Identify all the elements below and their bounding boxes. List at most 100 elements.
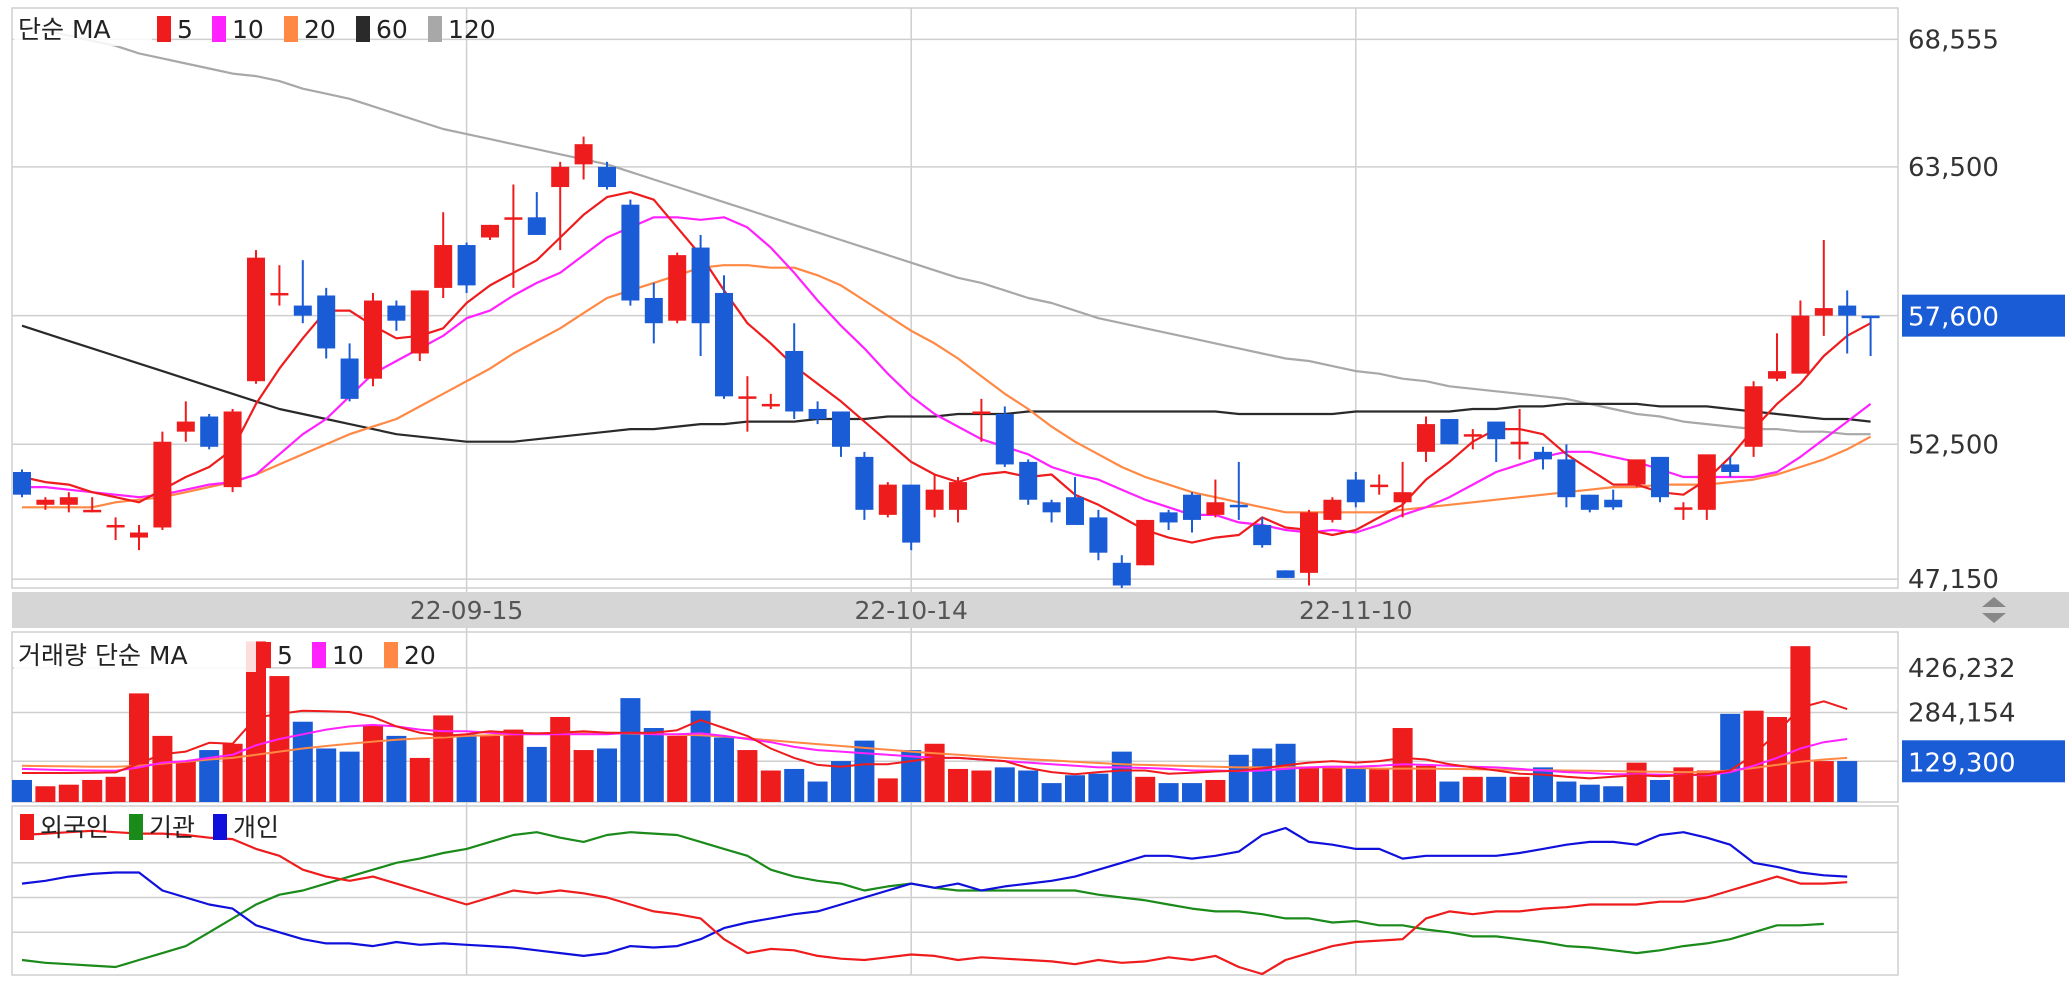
legend-swatch — [212, 16, 226, 42]
candle — [598, 161, 616, 190]
volume-bar — [1299, 767, 1319, 802]
volume-ma5-line — [22, 700, 1848, 780]
candle — [1674, 502, 1693, 520]
investor-legend-item[interactable]: 외국인 — [20, 813, 109, 842]
candle — [1838, 290, 1857, 354]
ma120-line — [21, 24, 1871, 436]
volume-bar — [433, 715, 454, 802]
legend-swatch — [384, 642, 398, 668]
volume-bar — [1088, 773, 1109, 802]
candle — [1463, 429, 1482, 450]
legend-item[interactable]: 60 — [356, 15, 408, 44]
volume-bar — [339, 751, 360, 802]
candle — [527, 192, 546, 235]
legend-swatch — [284, 16, 298, 42]
legend-item[interactable]: 5 — [257, 641, 293, 670]
date-axis-band — [12, 592, 2069, 628]
candle — [1346, 472, 1365, 508]
candle — [1557, 444, 1576, 508]
volume-bar — [1579, 784, 1600, 802]
volume-bar — [1486, 776, 1507, 802]
volume-bar — [409, 757, 430, 802]
volume-bar — [737, 750, 758, 802]
legend-swatch — [356, 16, 370, 42]
candle — [481, 224, 499, 240]
candle — [1510, 408, 1529, 460]
price-axis-label: 63,500 — [1908, 153, 1999, 183]
volume-bar — [597, 748, 617, 802]
volume-bar — [35, 786, 56, 802]
volume-bar — [831, 761, 851, 802]
legend-item[interactable]: 10 — [212, 15, 264, 44]
candle — [832, 411, 850, 457]
investor-legend-item[interactable]: 기관 — [129, 813, 195, 842]
legend-swatch — [428, 16, 442, 42]
volume-bar — [573, 750, 594, 802]
candle — [1159, 509, 1178, 530]
foreign-line — [21, 829, 1848, 976]
legend-item[interactable]: 20 — [284, 15, 336, 44]
volume-bar — [1252, 748, 1273, 802]
legend-swatch — [257, 642, 271, 668]
legend-swatch — [213, 814, 227, 840]
candle — [925, 474, 944, 518]
volume-bar — [807, 781, 828, 802]
ma10-line — [22, 216, 1872, 534]
volume-bar — [129, 693, 149, 802]
candle — [1206, 479, 1225, 518]
candle — [1791, 300, 1810, 374]
volume-bar — [1650, 779, 1670, 802]
volume-bar — [1369, 768, 1390, 802]
current-price-label: 57,600 — [1908, 303, 1999, 333]
volume-bar — [948, 768, 968, 802]
candle — [1744, 381, 1763, 457]
volume-bar — [620, 698, 641, 802]
candle — [1534, 446, 1552, 470]
legend-swatch — [20, 814, 34, 840]
legend-label: 외국인 — [40, 813, 109, 842]
investor-legend-item[interactable]: 개인 — [213, 813, 279, 842]
volume-bar — [82, 779, 103, 802]
candle — [457, 242, 476, 293]
volume-bar — [1462, 776, 1483, 802]
legend-label: 5 — [177, 15, 193, 44]
candle — [1861, 315, 1880, 356]
current-volume-label: 129,300 — [1908, 748, 2016, 778]
resize-handle[interactable] — [1982, 597, 2006, 623]
candle — [293, 260, 312, 324]
volume-bar — [1416, 765, 1436, 802]
volume-bar — [456, 734, 477, 802]
legend-item[interactable]: 5 — [157, 15, 193, 44]
candle — [1136, 519, 1155, 566]
candle — [715, 275, 733, 399]
candle — [551, 161, 570, 251]
legend-label: 기관 — [149, 813, 195, 842]
candle — [1370, 474, 1389, 495]
volume-bar — [784, 768, 805, 802]
legend-label: 개인 — [233, 813, 279, 842]
candle — [1440, 419, 1459, 445]
legend-title: 단순 MA — [18, 15, 111, 44]
volume-bar — [760, 770, 781, 802]
volume-bar — [1018, 770, 1039, 802]
candle — [738, 376, 757, 432]
legend-item[interactable]: 120 — [428, 15, 496, 44]
volume-bar — [1111, 751, 1132, 802]
volume-bar — [292, 721, 313, 802]
price-axis-label: 68,555 — [1908, 25, 1999, 55]
volume-bar — [316, 748, 337, 802]
volume-bar — [1439, 781, 1460, 802]
legend-label: 20 — [404, 641, 436, 670]
candle — [1814, 240, 1833, 336]
volume-bar — [480, 735, 500, 802]
candle — [1417, 416, 1435, 462]
candle — [1604, 489, 1623, 510]
date-label: 22-11-10 — [1299, 596, 1412, 625]
legend-item[interactable]: 20 — [384, 641, 436, 670]
volume-bar — [1813, 761, 1834, 802]
volume-bar — [246, 641, 266, 802]
candle — [1300, 509, 1318, 586]
current-price-badge — [1902, 294, 2065, 337]
date-label: 22-09-15 — [410, 596, 523, 625]
legend-item[interactable]: 10 — [312, 641, 364, 670]
